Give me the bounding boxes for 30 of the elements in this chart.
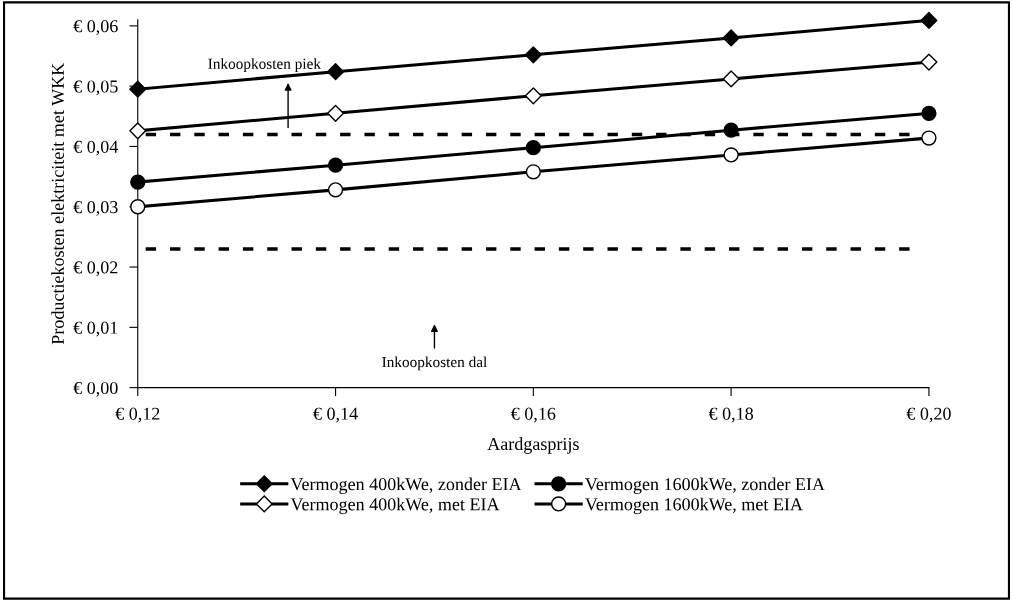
annotation: Inkoopkosten dal <box>382 356 487 371</box>
point <box>327 63 345 81</box>
point <box>722 29 740 47</box>
y-tick-label: € 0,01 <box>73 321 118 337</box>
point <box>129 122 147 140</box>
point <box>722 70 740 88</box>
x-tick-label: € 0,12 <box>115 407 160 423</box>
x-axis-title: Aardgasprijs <box>487 437 579 454</box>
y-tick-label: € 0,02 <box>73 261 118 277</box>
y-tick-label: € 0,05 <box>73 80 118 96</box>
x-tick-label: € 0,20 <box>906 407 951 423</box>
point <box>327 104 345 122</box>
point <box>920 53 938 71</box>
y-axis-title: Productiekosten elektriciteit met WKK <box>51 62 65 345</box>
legend-label: Vermogen 400kWe, zonder EIA <box>290 477 522 494</box>
x-tick-label: € 0,14 <box>313 407 358 423</box>
legend-label: Vermogen 1600kWe, met EIA <box>585 497 803 515</box>
y-tick-label: € 0,06 <box>73 20 118 35</box>
annotation: Inkoopkosten piek <box>208 58 321 72</box>
point <box>129 80 147 98</box>
legend-label: Vermogen 1600kWe, zonder EIA <box>585 477 825 494</box>
point <box>920 11 938 29</box>
x-tick-label: € 0,16 <box>511 407 556 423</box>
legend-label: Vermogen 400kWe, met EIA <box>290 497 500 515</box>
y-tick-label: € 0,04 <box>73 140 119 156</box>
x-tick-label: € 0,18 <box>708 407 754 423</box>
point <box>524 46 542 64</box>
y-tick-label: € 0,00 <box>73 381 118 397</box>
y-tick-label: € 0,03 <box>73 201 118 216</box>
point <box>524 87 542 105</box>
